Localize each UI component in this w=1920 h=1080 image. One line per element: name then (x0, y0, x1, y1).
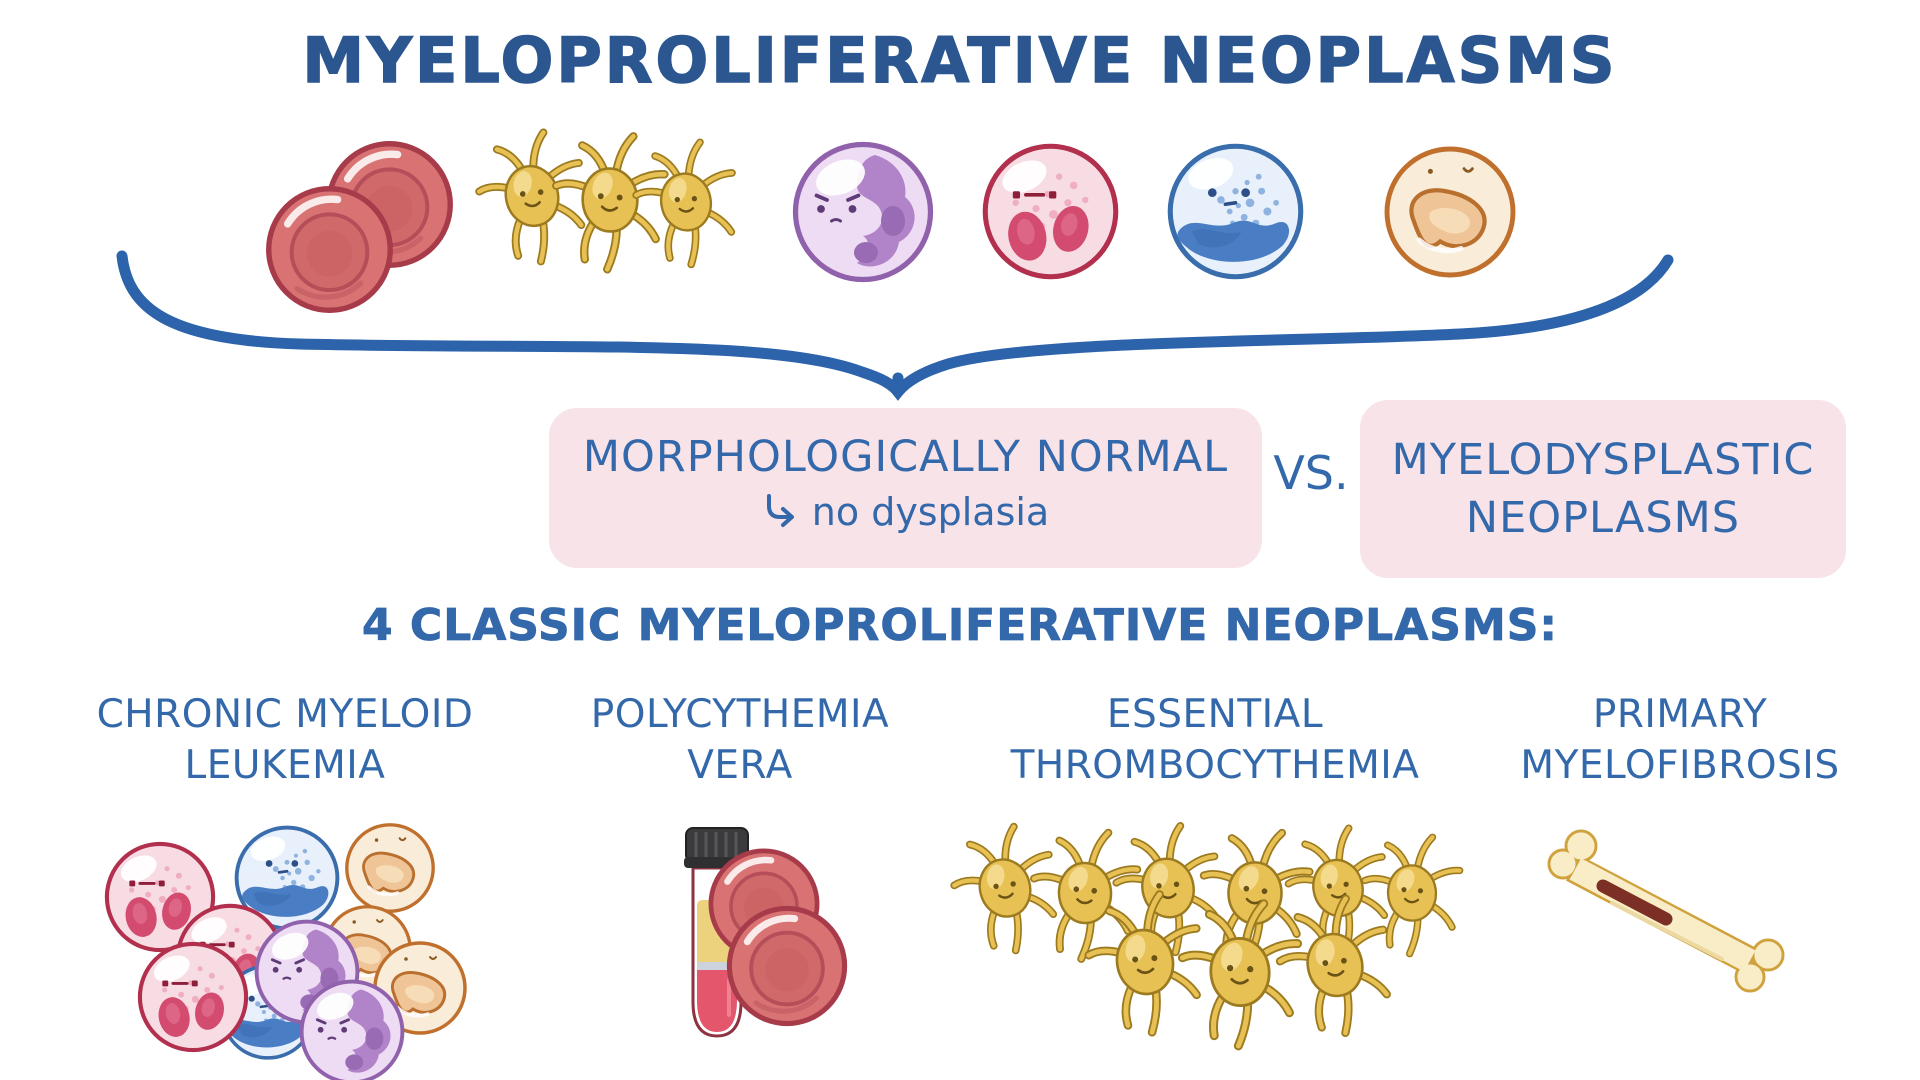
cell-lineup (269, 129, 1513, 310)
leukocyte-cell-cluster-icon (107, 823, 467, 1080)
down-right-return-arrow-icon (766, 494, 794, 527)
orange-monocyte-icon (1387, 149, 1513, 275)
header-polycythemia-vera: POLYCYTHEMIA VERA (590, 692, 890, 788)
header-chronic-myeloid-leukemia: CHRONIC MYELOID LEUKEMIA (96, 692, 474, 788)
platelet-icon (474, 129, 589, 267)
red-blood-cell-icon (269, 189, 391, 311)
page-title: MYELOPROLIFERATIVE NEOPLASMS (302, 23, 1618, 98)
morphologically-normal-label: MORPHOLOGICALLY NORMAL (582, 432, 1229, 482)
long-bone-with-fibrotic-marrow-icon (1547, 829, 1785, 993)
vs-label: VS. (1273, 446, 1349, 500)
myelodysplastic-neoplasms-box: MYELODYSPLASTIC NEOPLASMS (1360, 400, 1846, 578)
brace-icon (116, 250, 1674, 401)
pink-granulocyte-icon (985, 146, 1116, 277)
platelet-cluster-icon (947, 822, 1462, 1048)
blood-sample-tube-with-red-cells-icon (684, 827, 845, 1038)
platelet-icon (551, 131, 667, 273)
blue-granulocyte-icon (1170, 146, 1301, 277)
platelet-icon (634, 141, 737, 268)
morphologically-normal-box: MORPHOLOGICALLY NORMAL no dysplasia (549, 408, 1262, 568)
classics-heading: 4 CLASSIC MYELOPROLIFERATIVE NEOPLASMS: (361, 600, 1559, 652)
header-primary-myelofibrosis: PRIMARY MYELOFIBROSIS (1520, 692, 1840, 788)
no-dysplasia-note: no dysplasia (811, 490, 1050, 534)
purple-leukocyte-icon (796, 145, 931, 280)
header-essential-thrombocythemia: ESSENTIAL THROMBOCYTHEMIA (1010, 692, 1420, 788)
